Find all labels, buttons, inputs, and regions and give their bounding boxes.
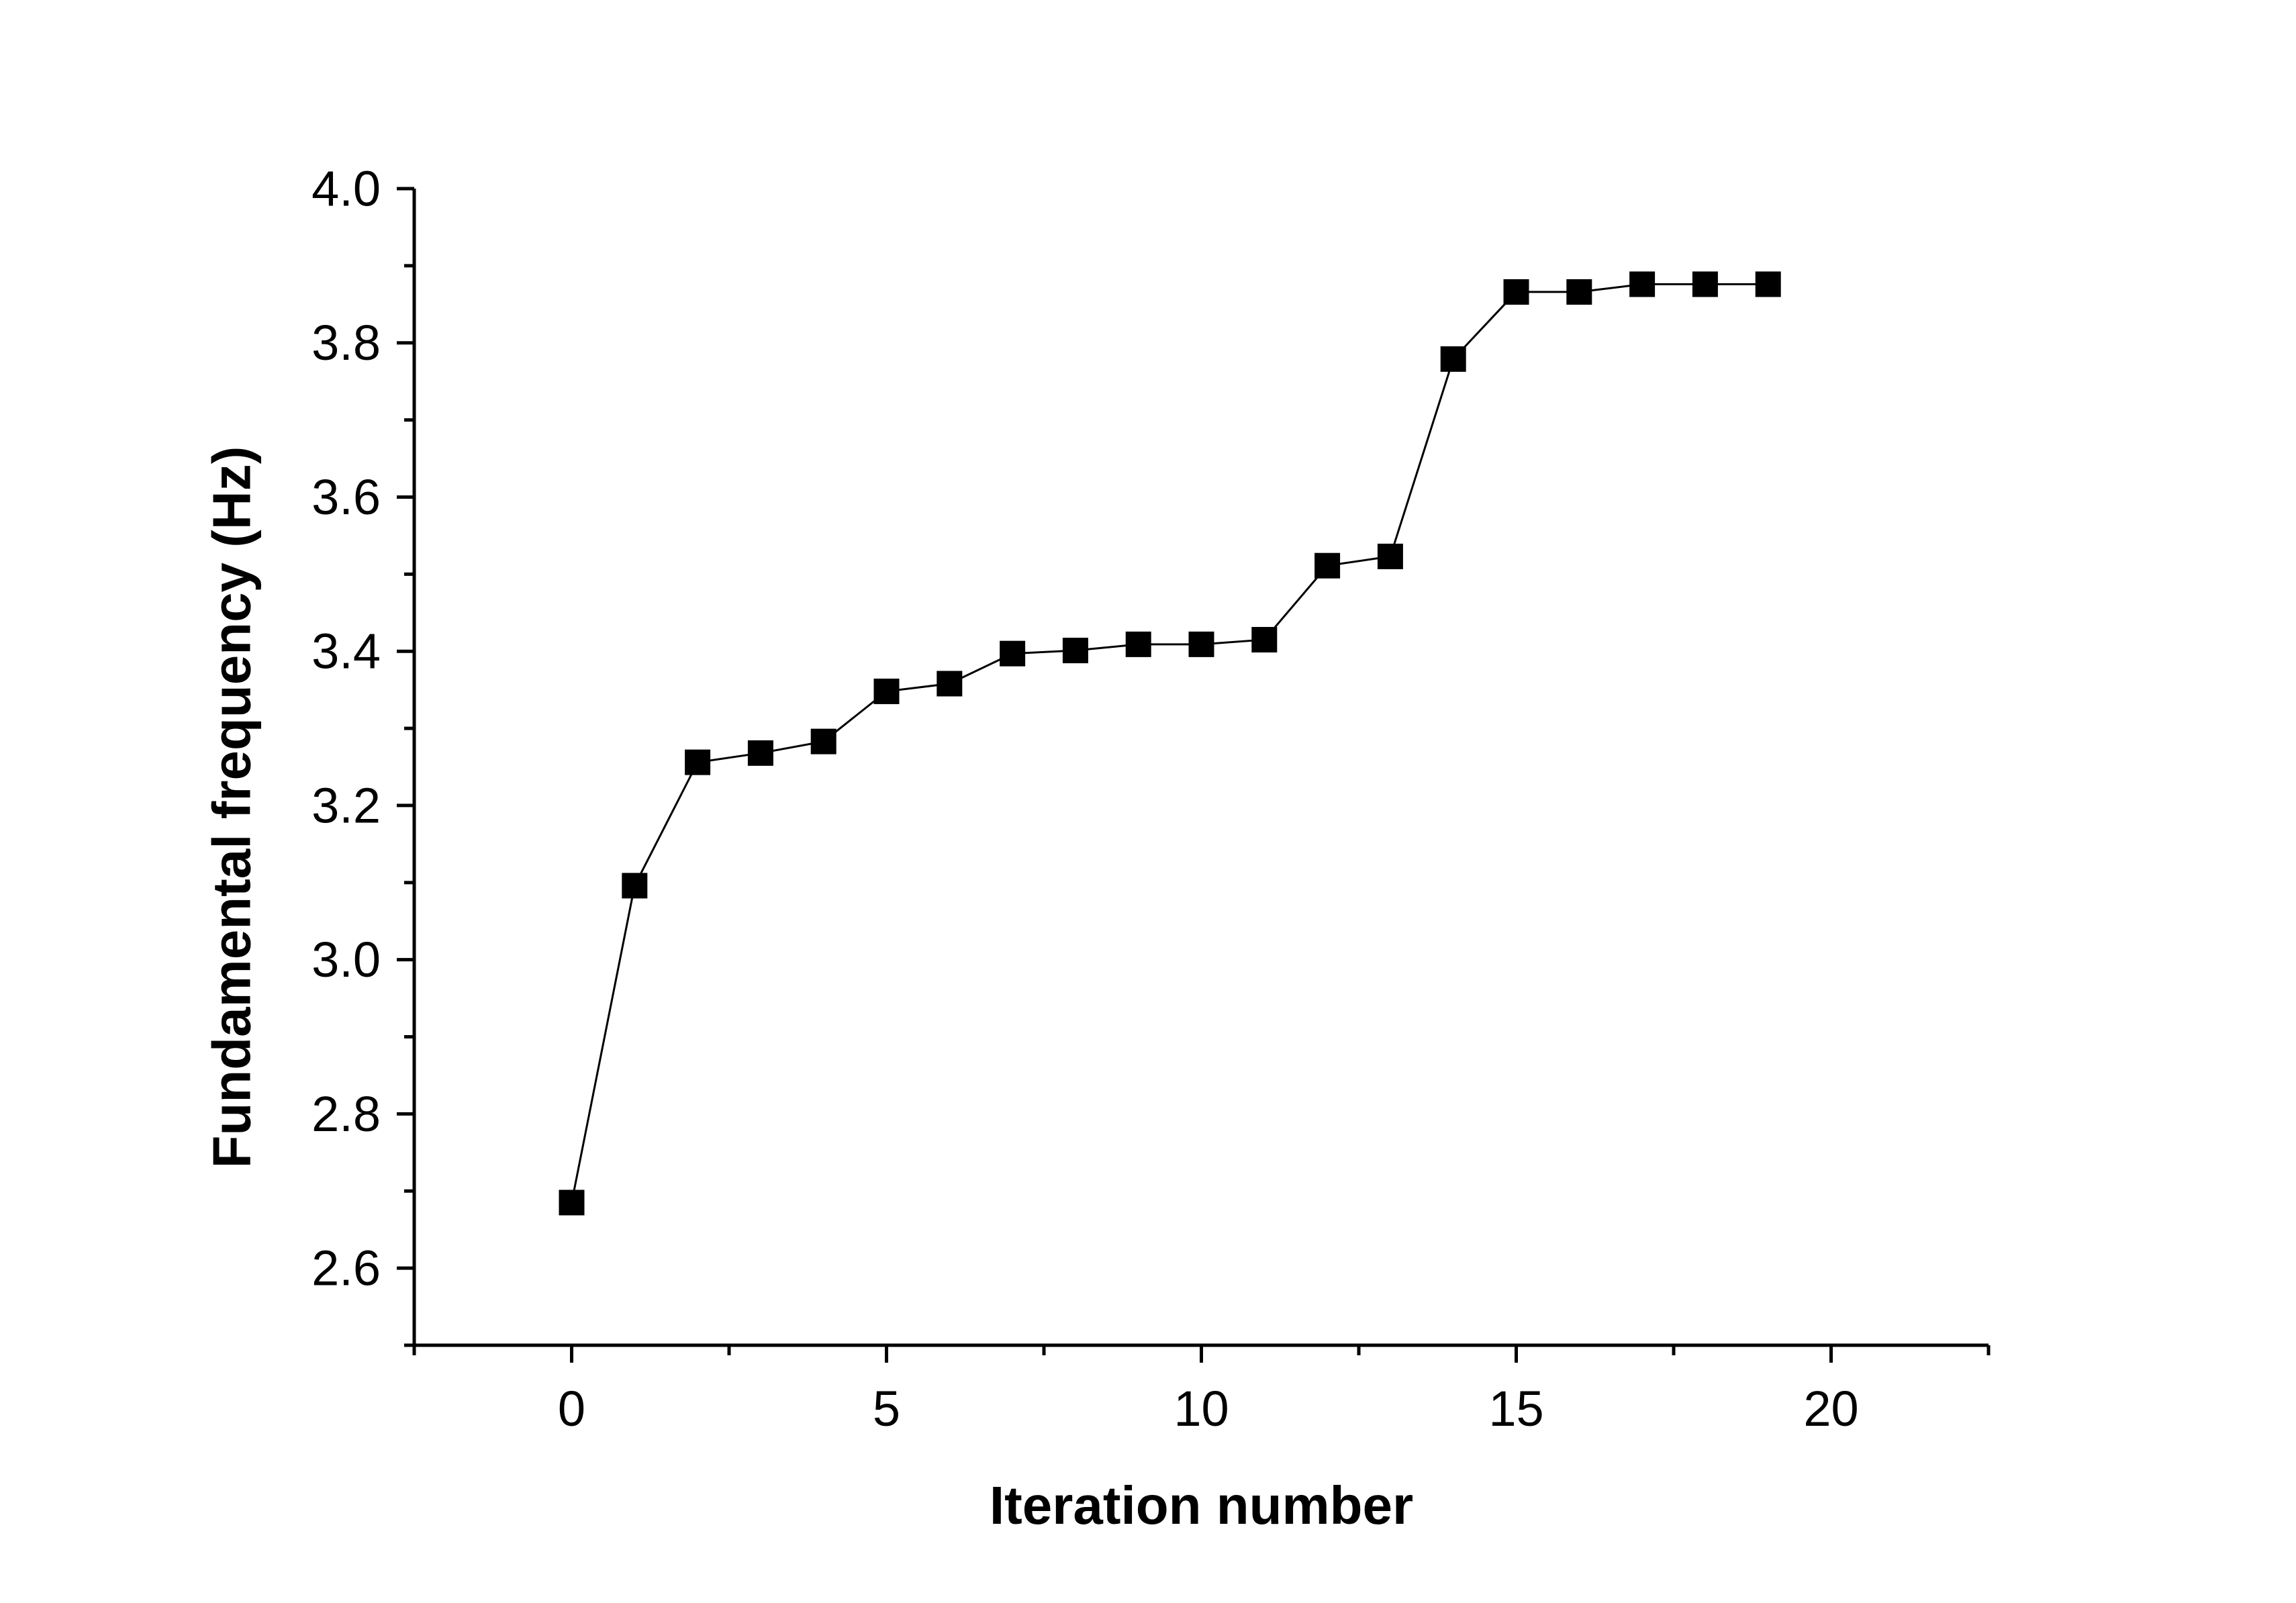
data-point-marker — [622, 873, 648, 899]
data-point-marker — [1629, 271, 1656, 297]
y-axis-title: Fundamental frequency (Hz) — [202, 446, 262, 1169]
axes: 2.6 2.8 3.0 3.2 3.4 3.6 3.8 4.0 0 5 10 15 20 — [312, 161, 1991, 1437]
data-point-marker — [685, 749, 711, 775]
x-tick-label: 15 — [1488, 1381, 1543, 1437]
x-tick-label: 10 — [1174, 1381, 1229, 1437]
data-point-marker — [747, 740, 773, 766]
x-tick-label: 20 — [1803, 1381, 1858, 1437]
y-tick-label: 3.8 — [312, 315, 381, 371]
y-tick-label: 2.8 — [312, 1086, 381, 1142]
data-point-marker — [1440, 346, 1466, 372]
y-tick-label: 2.6 — [312, 1241, 381, 1296]
data-point-marker — [937, 671, 963, 697]
data-point-marker — [810, 728, 836, 755]
data-point-marker — [1125, 631, 1151, 657]
y-tick-label: 3.6 — [312, 469, 381, 525]
series-layer — [559, 271, 1781, 1216]
data-point-marker — [1062, 638, 1088, 664]
data-point-marker — [873, 678, 900, 704]
data-point-marker — [1755, 271, 1781, 297]
data-point-marker — [1314, 552, 1341, 579]
data-point-marker — [1692, 271, 1718, 297]
x-tick-label: 0 — [558, 1381, 585, 1437]
data-point-marker — [1503, 279, 1529, 305]
data-point-marker — [1188, 631, 1214, 657]
data-point-marker — [1000, 640, 1026, 667]
data-point-marker — [1377, 543, 1403, 569]
data-point-marker — [1251, 626, 1278, 652]
x-tick-label: 5 — [873, 1381, 900, 1437]
data-point-marker — [1566, 279, 1592, 305]
data-point-marker — [559, 1189, 585, 1216]
x-axis-title: Iteration number — [990, 1475, 1413, 1535]
y-tick-label: 3.4 — [312, 624, 381, 679]
y-tick-label: 3.2 — [312, 777, 381, 833]
y-tick-label: 4.0 — [312, 161, 381, 217]
y-tick-label: 3.0 — [312, 932, 381, 987]
